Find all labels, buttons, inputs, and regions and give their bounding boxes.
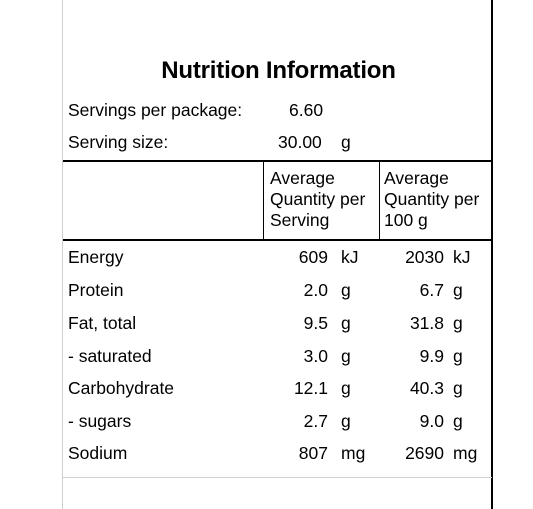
- servings-value: 6.60: [289, 100, 324, 120]
- header-per-serving-line1: Average: [270, 168, 335, 188]
- per-serving-unit: mg: [341, 443, 366, 463]
- header-per-100g-line1: Average: [384, 168, 449, 188]
- column-divider-left: [263, 162, 264, 240]
- nutrient-name: Sodium: [68, 443, 128, 463]
- servings-label: Servings per package:: [68, 100, 243, 120]
- per-100g-value: 2690: [405, 443, 444, 463]
- per-100g-unit: g: [453, 280, 463, 300]
- nutrient-name: - sugars: [68, 411, 132, 431]
- header-per-serving-line2: Quantity per: [270, 189, 366, 209]
- header-rule-bottom: [63, 239, 492, 241]
- per-serving-value: 609: [298, 247, 328, 267]
- per-serving-unit: g: [341, 346, 351, 366]
- per-100g-value: 40.3: [409, 378, 444, 398]
- serving-size-label: Serving size:: [68, 132, 169, 152]
- column-divider-right: [379, 162, 380, 240]
- per-100g-unit: g: [453, 346, 463, 366]
- header-per-serving-line3: Serving: [270, 210, 330, 230]
- per-serving-unit: kJ: [341, 247, 359, 267]
- per-serving-unit: g: [341, 378, 351, 398]
- header-rule-top: [63, 160, 492, 162]
- header-per-100g-line3: 100 g: [384, 210, 428, 230]
- per-100g-unit: mg: [453, 443, 478, 463]
- nutrient-name: Protein: [68, 280, 124, 300]
- per-serving-value: 3.0: [303, 346, 328, 366]
- per-100g-unit: g: [453, 411, 463, 431]
- serving-size-unit: g: [341, 132, 351, 152]
- per-serving-value: 2.0: [303, 280, 328, 300]
- nutrition-panel: Nutrition Information Servings per packa…: [62, 0, 493, 509]
- header-per-100g-line2: Quantity per: [384, 189, 480, 209]
- per-100g-value: 31.8: [409, 313, 444, 333]
- per-serving-value: 9.5: [303, 313, 328, 333]
- panel-title: Nutrition Information: [161, 57, 396, 84]
- per-serving-unit: g: [341, 313, 351, 333]
- nutrient-name: Energy: [68, 247, 124, 267]
- per-100g-value: 2030: [405, 247, 444, 267]
- bottom-rule: [63, 477, 492, 478]
- per-100g-value: 9.0: [419, 411, 444, 431]
- per-100g-value: 9.9: [419, 346, 444, 366]
- per-serving-unit: g: [341, 280, 351, 300]
- per-serving-value: 2.7: [303, 411, 328, 431]
- per-serving-unit: g: [341, 411, 351, 431]
- per-100g-value: 6.7: [419, 280, 444, 300]
- per-serving-value: 807: [298, 443, 328, 463]
- per-100g-unit: kJ: [453, 247, 471, 267]
- serving-size-value: 30.00: [278, 132, 322, 152]
- nutrient-name: Fat, total: [68, 313, 137, 333]
- nutrient-name: Carbohydrate: [68, 378, 175, 398]
- per-100g-unit: g: [453, 378, 463, 398]
- per-100g-unit: g: [453, 313, 463, 333]
- per-serving-value: 12.1: [293, 378, 328, 398]
- nutrient-name: - saturated: [68, 346, 152, 366]
